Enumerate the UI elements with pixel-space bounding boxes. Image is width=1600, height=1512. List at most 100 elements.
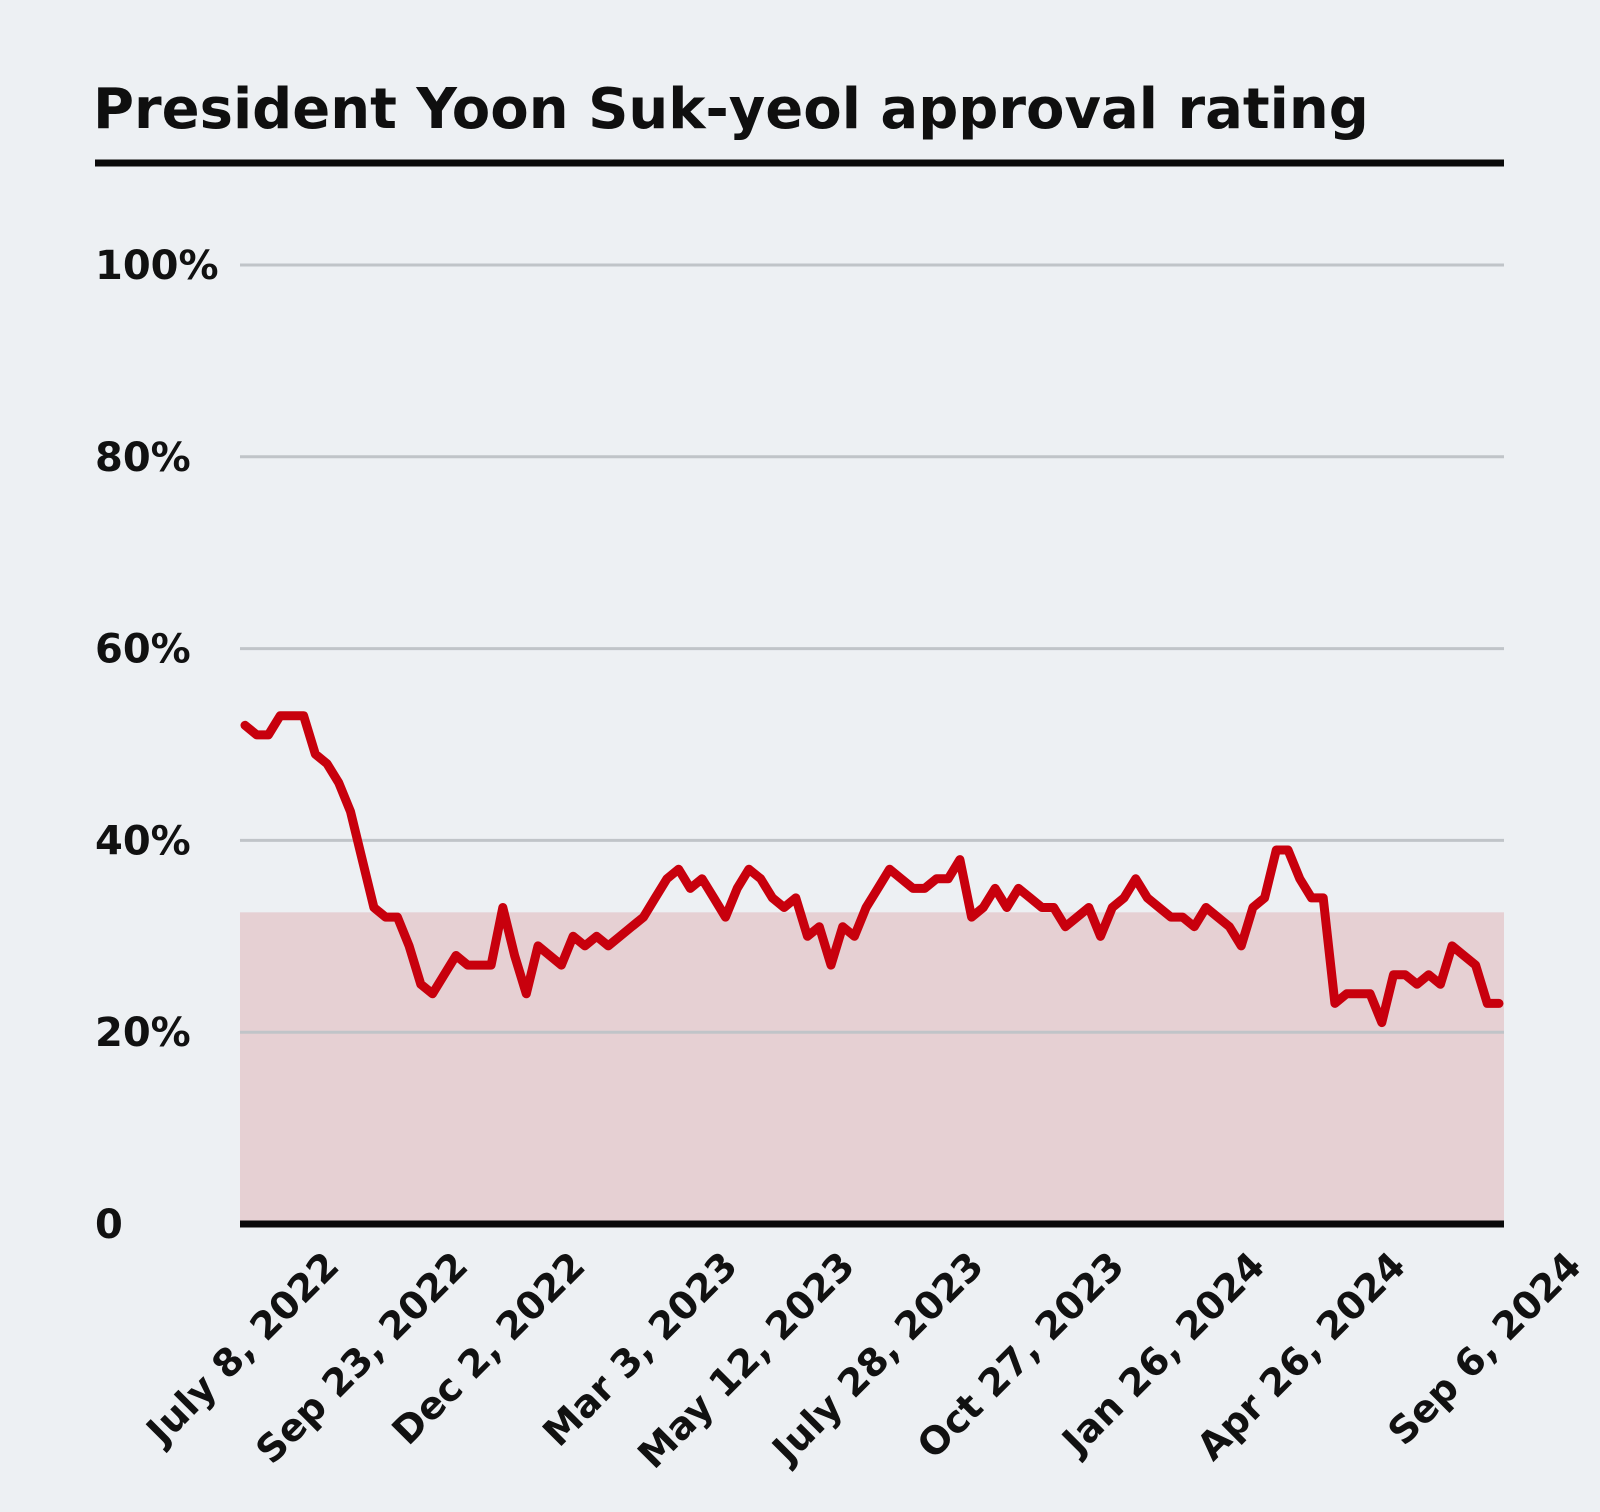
data-point <box>1284 846 1292 854</box>
data-point <box>1378 1019 1386 1027</box>
data-point <box>335 779 343 787</box>
y-tick-label: 60% <box>95 627 191 673</box>
data-point <box>874 884 882 892</box>
data-point <box>1167 913 1175 921</box>
data-point <box>745 865 753 873</box>
data-point <box>417 980 425 988</box>
data-point <box>1483 999 1491 1007</box>
data-point <box>921 884 929 892</box>
data-point <box>300 712 308 720</box>
data-point <box>1366 990 1374 998</box>
data-point <box>804 932 812 940</box>
data-point <box>663 875 671 883</box>
data-point <box>733 884 741 892</box>
data-point <box>628 923 636 931</box>
data-point <box>1003 904 1011 912</box>
data-point <box>323 760 331 768</box>
data-point <box>686 884 694 892</box>
series-line-layer <box>240 711 1504 1028</box>
data-point <box>311 750 319 758</box>
data-point <box>241 721 249 729</box>
data-point <box>1108 904 1116 912</box>
data-point <box>1143 894 1151 902</box>
shaded-band <box>240 912 1504 1224</box>
data-point <box>1155 904 1163 912</box>
data-point <box>897 875 905 883</box>
data-point <box>1085 904 1093 912</box>
data-point <box>792 894 800 902</box>
data-point <box>557 961 565 969</box>
y-tick-label: 80% <box>95 435 191 481</box>
data-point <box>1225 923 1233 931</box>
data-point <box>382 913 390 921</box>
data-point <box>569 932 577 940</box>
data-point <box>452 952 460 960</box>
data-point <box>616 932 624 940</box>
data-point <box>1261 894 1269 902</box>
shaded-band-layer <box>240 912 1504 1224</box>
data-point <box>522 990 530 998</box>
data-point <box>1436 980 1444 988</box>
data-point <box>780 904 788 912</box>
data-point <box>1015 884 1023 892</box>
data-point <box>546 952 554 960</box>
data-point <box>850 932 858 940</box>
data-point <box>1073 913 1081 921</box>
data-point <box>1472 961 1480 969</box>
y-tick-label: 40% <box>95 818 191 864</box>
chart-title: President Yoon Suk-yeol approval rating <box>93 77 1369 142</box>
data-point <box>440 971 448 979</box>
data-point <box>979 904 987 912</box>
data-point <box>1061 923 1069 931</box>
data-point <box>1425 971 1433 979</box>
data-point <box>710 894 718 902</box>
data-point <box>1179 913 1187 921</box>
gridlines <box>240 263 1504 1034</box>
data-point <box>815 923 823 931</box>
data-point <box>909 884 917 892</box>
data-point <box>651 894 659 902</box>
y-tick-label: 20% <box>95 1010 191 1056</box>
data-point <box>499 904 507 912</box>
data-point <box>1097 932 1105 940</box>
data-point <box>604 942 612 950</box>
y-tick-label: 0 <box>95 1202 123 1248</box>
data-point <box>393 913 401 921</box>
data-point <box>1401 971 1409 979</box>
data-point <box>581 942 589 950</box>
data-point <box>1460 952 1468 960</box>
data-point <box>933 875 941 883</box>
data-point <box>1448 942 1456 950</box>
data-point <box>1331 999 1339 1007</box>
data-point <box>1050 904 1058 912</box>
data-point <box>1390 971 1398 979</box>
data-point <box>405 942 413 950</box>
data-point <box>1132 875 1140 883</box>
data-point <box>1038 904 1046 912</box>
data-point <box>768 894 776 902</box>
data-point <box>827 961 835 969</box>
data-point <box>1237 942 1245 950</box>
data-point <box>944 875 952 883</box>
data-point <box>253 731 261 739</box>
data-point <box>1413 980 1421 988</box>
data-point <box>722 913 730 921</box>
data-point <box>1296 875 1304 883</box>
data-point <box>429 990 437 998</box>
data-point <box>347 808 355 816</box>
data-point <box>1026 894 1034 902</box>
data-point <box>1354 990 1362 998</box>
data-point <box>264 731 272 739</box>
y-tick-label: 100% <box>95 243 219 289</box>
data-point <box>1120 894 1128 902</box>
data-point <box>1249 904 1257 912</box>
data-point <box>288 712 296 720</box>
data-point <box>464 961 472 969</box>
data-point <box>675 865 683 873</box>
data-point <box>1190 923 1198 931</box>
data-point <box>276 712 284 720</box>
data-point <box>1202 904 1210 912</box>
data-point <box>862 904 870 912</box>
